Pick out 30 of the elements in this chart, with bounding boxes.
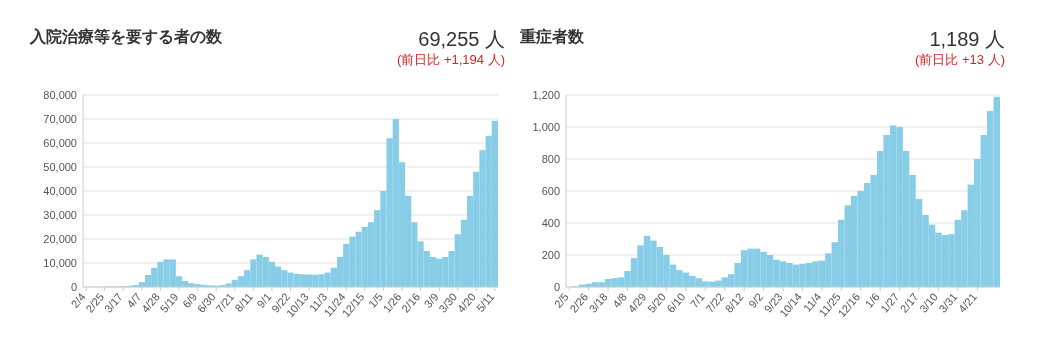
text: 1,189 人 [929, 28, 1005, 50]
x-tick-label: 1/5 [365, 290, 385, 310]
y-tick-label: 600 [541, 185, 560, 197]
y-tick-label: 0 [553, 281, 560, 293]
x-tick-label: 4/7 [124, 290, 144, 310]
y-tick-label: 1,200 [532, 89, 560, 101]
y-tick-label: 20,000 [43, 233, 77, 245]
y-tick-label: 0 [70, 281, 77, 293]
x-tick-label: 2/5 [551, 290, 571, 310]
y-tick-label: 80,000 [43, 89, 77, 101]
x-tick-label: 1/6 [862, 290, 882, 310]
y-tick-label: 70,000 [43, 113, 77, 125]
y-tick-label: 10,000 [43, 257, 77, 269]
chart-title: 入院治療等を要する者の数 [29, 28, 223, 46]
text: (前日比 +13 人) [915, 52, 1005, 67]
text: 69,255 人 [418, 28, 505, 50]
y-tick-label: 60,000 [43, 137, 77, 149]
y-tick-label: 200 [541, 249, 560, 261]
chart-title: 重症者数 [519, 28, 585, 45]
y-tick-label: 40,000 [43, 185, 77, 197]
y-tick-label: 800 [541, 153, 560, 165]
y-tick-label: 50,000 [43, 161, 77, 173]
y-tick-label: 400 [541, 217, 560, 229]
text: (前日比 +1,194 人) [396, 52, 505, 67]
x-tick-label: 5/11 [474, 290, 497, 315]
y-tick-label: 1,000 [532, 121, 560, 133]
y-tick-label: 30,000 [43, 209, 77, 221]
x-tick-label: 7/1 [687, 290, 707, 310]
x-tick-label: 9/2 [746, 290, 766, 310]
x-tick-label: 4/8 [610, 290, 630, 310]
